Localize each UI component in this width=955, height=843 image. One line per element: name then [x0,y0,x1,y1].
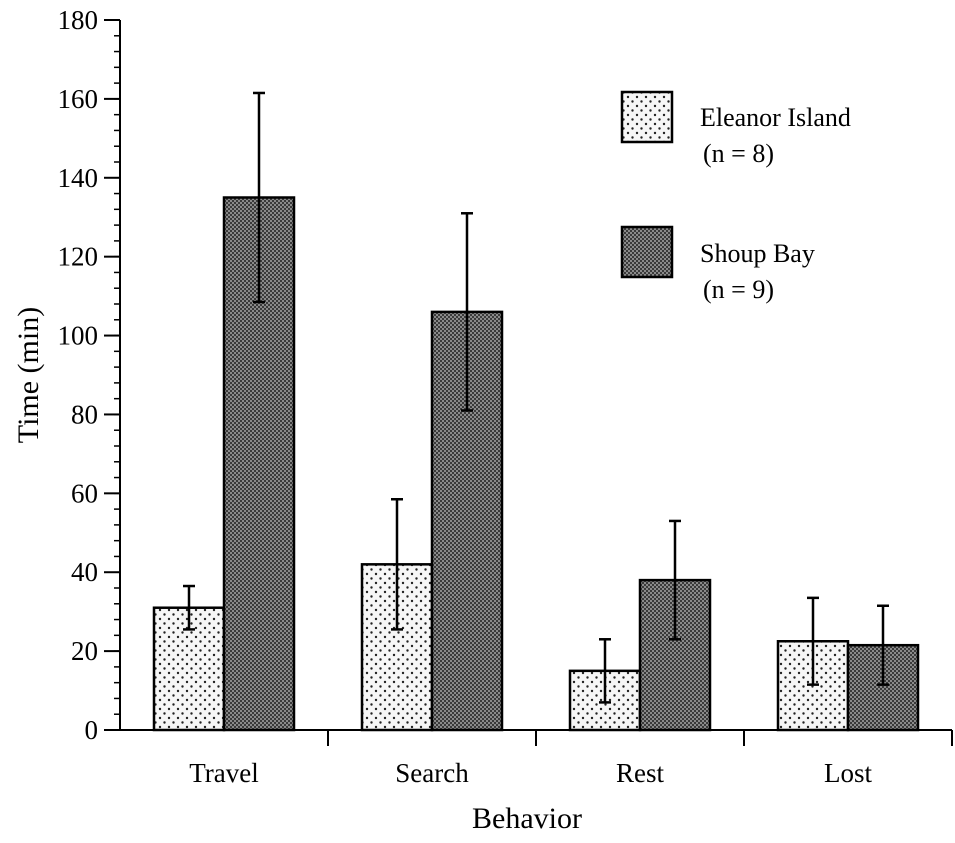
y-tick-label: 160 [58,84,99,114]
x-tick-label: Travel [189,758,259,788]
legend-label-shoup-bay: Shoup Bay [700,239,815,268]
y-tick-label: 60 [71,478,98,508]
y-tick-label: 40 [71,557,98,587]
x-tick-label: Search [395,758,469,788]
y-tick-label: 180 [58,5,99,35]
y-tick-label: 140 [58,163,99,193]
tick-labels: 0 20 40 60 80 100 120 140 160 180 Travel Search Rest… [58,5,873,788]
x-tick-label: Lost [824,758,873,788]
y-tick-label: 20 [71,636,98,666]
y-axis-title: Time (min) [12,307,45,443]
y-tick-label: 120 [58,242,99,272]
y-tick-label: 0 [85,715,99,745]
legend-swatch-eleanor-island [620,90,674,144]
y-tick-label: 100 [58,321,99,351]
bars [152,196,920,732]
legend-n-eleanor-island: (n = 8) [703,139,774,168]
error-bars [183,91,889,704]
legend-n-shoup-bay: (n = 9) [703,275,774,304]
legend-label-eleanor-island: Eleanor Island [700,103,851,132]
y-tick-label: 80 [71,399,98,429]
legend: Eleanor Island (n = 8) Shoup Bay (n = 9) [620,90,851,304]
legend-swatch-shoup-bay [620,225,674,279]
x-tick-label: Rest [616,758,665,788]
x-axis-title: Behavior [472,802,582,835]
